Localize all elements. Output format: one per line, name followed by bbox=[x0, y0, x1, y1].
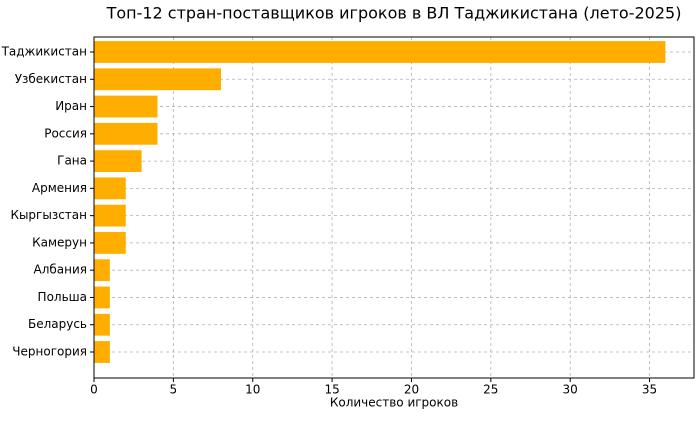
y-tick-label: Армения bbox=[32, 181, 87, 195]
x-tick-label: 30 bbox=[563, 383, 578, 397]
y-tick-label: Черногория bbox=[12, 345, 87, 359]
bar bbox=[94, 259, 110, 282]
y-tick-label: Россия bbox=[44, 126, 87, 140]
y-tick-label: Таджикистан bbox=[1, 45, 87, 59]
x-tick-label: 5 bbox=[170, 383, 178, 397]
x-axis-label: Количество игроков bbox=[330, 396, 458, 410]
y-tick-label: Гана bbox=[57, 154, 87, 168]
x-tick-label: 35 bbox=[642, 383, 657, 397]
bar bbox=[94, 95, 158, 118]
y-tick-label: Польша bbox=[38, 290, 87, 304]
x-tick-label: 25 bbox=[483, 383, 498, 397]
bar bbox=[94, 122, 158, 145]
bar bbox=[94, 232, 126, 254]
y-tick-label: Беларусь bbox=[28, 317, 87, 331]
y-tick-label: Иран bbox=[55, 99, 87, 113]
y-tick-label: Кыргызстан bbox=[10, 208, 87, 222]
plot-frame bbox=[93, 36, 695, 379]
y-tick-label: Камерун bbox=[32, 235, 87, 249]
y-tick-label: Узбекистан bbox=[15, 72, 87, 86]
bar bbox=[94, 204, 126, 227]
bar bbox=[94, 68, 221, 91]
bar bbox=[94, 286, 110, 309]
x-tick-label: 0 bbox=[90, 383, 98, 397]
chart-title: Топ-12 стран-поставщиков игроков в ВЛ Та… bbox=[106, 4, 682, 23]
bar bbox=[94, 41, 666, 63]
bar bbox=[94, 313, 110, 336]
y-tick-label: Албания bbox=[34, 263, 88, 277]
bar bbox=[94, 177, 126, 200]
x-tick-label: 10 bbox=[245, 383, 260, 397]
bar bbox=[94, 341, 110, 363]
bar bbox=[94, 150, 142, 172]
x-tick-label: 15 bbox=[324, 383, 339, 397]
x-tick-label: 20 bbox=[404, 383, 419, 397]
